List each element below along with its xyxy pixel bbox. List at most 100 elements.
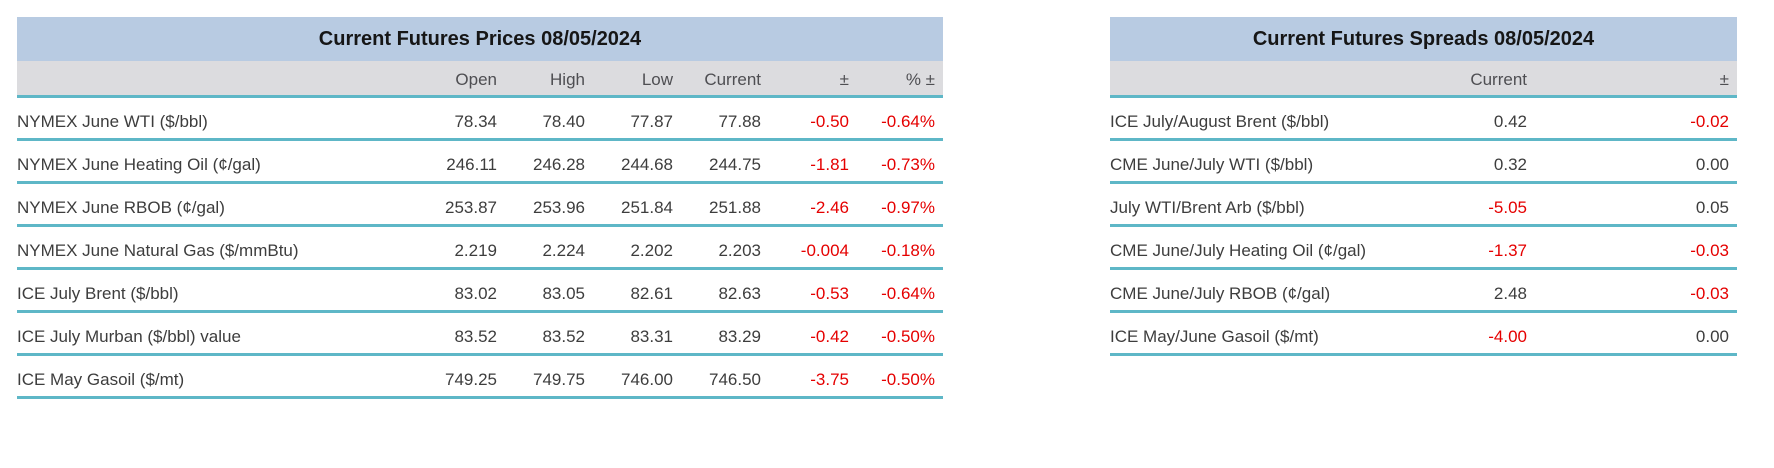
value-cell: -0.50% [849, 354, 943, 399]
value-cell: -0.64% [849, 96, 943, 141]
futures-prices-header-row: Open High Low Current ±% ± [17, 61, 943, 98]
value-cell: -5.05 [1407, 182, 1527, 227]
futures-prices-title: Current Futures Prices 08/05/2024 [17, 17, 943, 61]
value-cell: -0.004 [761, 225, 849, 270]
value-cell: 2.202 [585, 225, 673, 270]
column-header: ± [1527, 61, 1737, 98]
row-label: CME June/July Heating Oil (¢/gal) [1110, 225, 1407, 270]
value-cell: 77.88 [673, 96, 761, 141]
value-cell: -0.50 [761, 96, 849, 141]
value-cell: -1.37 [1407, 225, 1527, 270]
row-label: ICE July Murban ($/bbl) value [17, 311, 409, 356]
value-cell: -0.73% [849, 139, 943, 184]
value-cell: 746.50 [673, 354, 761, 399]
table-row: NYMEX June RBOB (¢/gal) 253.87 253.96 251.8… [17, 182, 943, 227]
value-cell: -0.03 [1527, 225, 1737, 270]
table-row: July WTI/Brent Arb ($/bbl) -5.05 0.05 [1110, 182, 1737, 227]
value-cell: 246.28 [497, 139, 585, 184]
row-label-header [17, 61, 409, 98]
value-cell: 2.224 [497, 225, 585, 270]
value-cell: 244.75 [673, 139, 761, 184]
row-label-header [1110, 61, 1407, 98]
value-cell: -0.64% [849, 268, 943, 313]
table-row: ICE July Murban ($/bbl) value 83.52 83.52 8… [17, 311, 943, 356]
table-row: ICE July Brent ($/bbl) 83.02 83.05 82.61 82.… [17, 268, 943, 313]
column-header: Current [673, 61, 761, 98]
value-cell: 746.00 [585, 354, 673, 399]
value-cell: 2.203 [673, 225, 761, 270]
row-label: ICE July/August Brent ($/bbl) [1110, 96, 1407, 141]
value-cell: 83.02 [409, 268, 497, 313]
column-header: Open [409, 61, 497, 98]
table-row: ICE May/June Gasoil ($/mt) -4.00 0.00 [1110, 311, 1737, 356]
column-header: % ± [849, 61, 943, 98]
row-label: NYMEX June RBOB (¢/gal) [17, 182, 409, 227]
row-label: July WTI/Brent Arb ($/bbl) [1110, 182, 1407, 227]
futures-spreads-header-row: Current ± [1110, 61, 1737, 98]
value-cell: 253.96 [497, 182, 585, 227]
futures-prices-table: Current Futures Prices 08/05/2024 Open Hi… [17, 17, 943, 399]
value-cell: -0.03 [1527, 268, 1737, 313]
value-cell: 78.40 [497, 96, 585, 141]
value-cell: 749.25 [409, 354, 497, 399]
value-cell: 83.52 [497, 311, 585, 356]
value-cell: -0.18% [849, 225, 943, 270]
value-cell: 246.11 [409, 139, 497, 184]
value-cell: -0.42 [761, 311, 849, 356]
value-cell: -0.97% [849, 182, 943, 227]
value-cell: -0.53 [761, 268, 849, 313]
value-cell: 2.48 [1407, 268, 1527, 313]
value-cell: 0.00 [1527, 139, 1737, 184]
value-cell: 749.75 [497, 354, 585, 399]
value-cell: 0.00 [1527, 311, 1737, 356]
table-row: NYMEX June WTI ($/bbl) 78.34 78.40 77.87 77.… [17, 96, 943, 141]
table-row: CME June/July Heating Oil (¢/gal) -1.37 -0… [1110, 225, 1737, 270]
value-cell: 82.63 [673, 268, 761, 313]
value-cell: 83.52 [409, 311, 497, 356]
value-cell: 77.87 [585, 96, 673, 141]
value-cell: 0.32 [1407, 139, 1527, 184]
row-label: NYMEX June WTI ($/bbl) [17, 96, 409, 141]
futures-prices-grid: Open High Low Current ±% ± NYMEX June WTI ($… [17, 61, 943, 399]
value-cell: 83.05 [497, 268, 585, 313]
value-cell: -3.75 [761, 354, 849, 399]
column-header: Low [585, 61, 673, 98]
table-row: NYMEX June Heating Oil (¢/gal) 246.11 246.… [17, 139, 943, 184]
value-cell: -2.46 [761, 182, 849, 227]
futures-spreads-grid: Current ± ICE July/August Brent ($/bbl) 0.… [1110, 61, 1737, 356]
value-cell: 2.219 [409, 225, 497, 270]
table-row: CME June/July RBOB (¢/gal) 2.48 -0.03 [1110, 268, 1737, 313]
table-row: NYMEX June Natural Gas ($/mmBtu) 2.219 2.2… [17, 225, 943, 270]
row-label: ICE May Gasoil ($/mt) [17, 354, 409, 399]
column-header: ± [761, 61, 849, 98]
value-cell: 78.34 [409, 96, 497, 141]
value-cell: 0.42 [1407, 96, 1527, 141]
futures-spreads-table: Current Futures Spreads 08/05/2024 Curre… [1110, 17, 1737, 356]
column-header: Current [1407, 61, 1527, 98]
row-label: NYMEX June Natural Gas ($/mmBtu) [17, 225, 409, 270]
value-cell: 82.61 [585, 268, 673, 313]
row-label: ICE May/June Gasoil ($/mt) [1110, 311, 1407, 356]
value-cell: 251.88 [673, 182, 761, 227]
value-cell: -0.50% [849, 311, 943, 356]
table-row: ICE July/August Brent ($/bbl) 0.42 -0.02 [1110, 96, 1737, 141]
futures-spreads-title: Current Futures Spreads 08/05/2024 [1110, 17, 1737, 61]
column-header-row: Open High Low Current ±% ± [17, 61, 943, 98]
value-cell: 251.84 [585, 182, 673, 227]
value-cell: -1.81 [761, 139, 849, 184]
value-cell: 244.68 [585, 139, 673, 184]
value-cell: 83.31 [585, 311, 673, 356]
row-label: CME June/July WTI ($/bbl) [1110, 139, 1407, 184]
value-cell: 0.05 [1527, 182, 1737, 227]
table-row: CME June/July WTI ($/bbl) 0.32 0.00 [1110, 139, 1737, 184]
row-label: CME June/July RBOB (¢/gal) [1110, 268, 1407, 313]
value-cell: -0.02 [1527, 96, 1737, 141]
column-header-row: Current ± [1110, 61, 1737, 98]
value-cell: 253.87 [409, 182, 497, 227]
row-label: ICE July Brent ($/bbl) [17, 268, 409, 313]
value-cell: -4.00 [1407, 311, 1527, 356]
column-header: High [497, 61, 585, 98]
table-row: ICE May Gasoil ($/mt) 749.25 749.75 746.00 7… [17, 354, 943, 399]
row-label: NYMEX June Heating Oil (¢/gal) [17, 139, 409, 184]
value-cell: 83.29 [673, 311, 761, 356]
